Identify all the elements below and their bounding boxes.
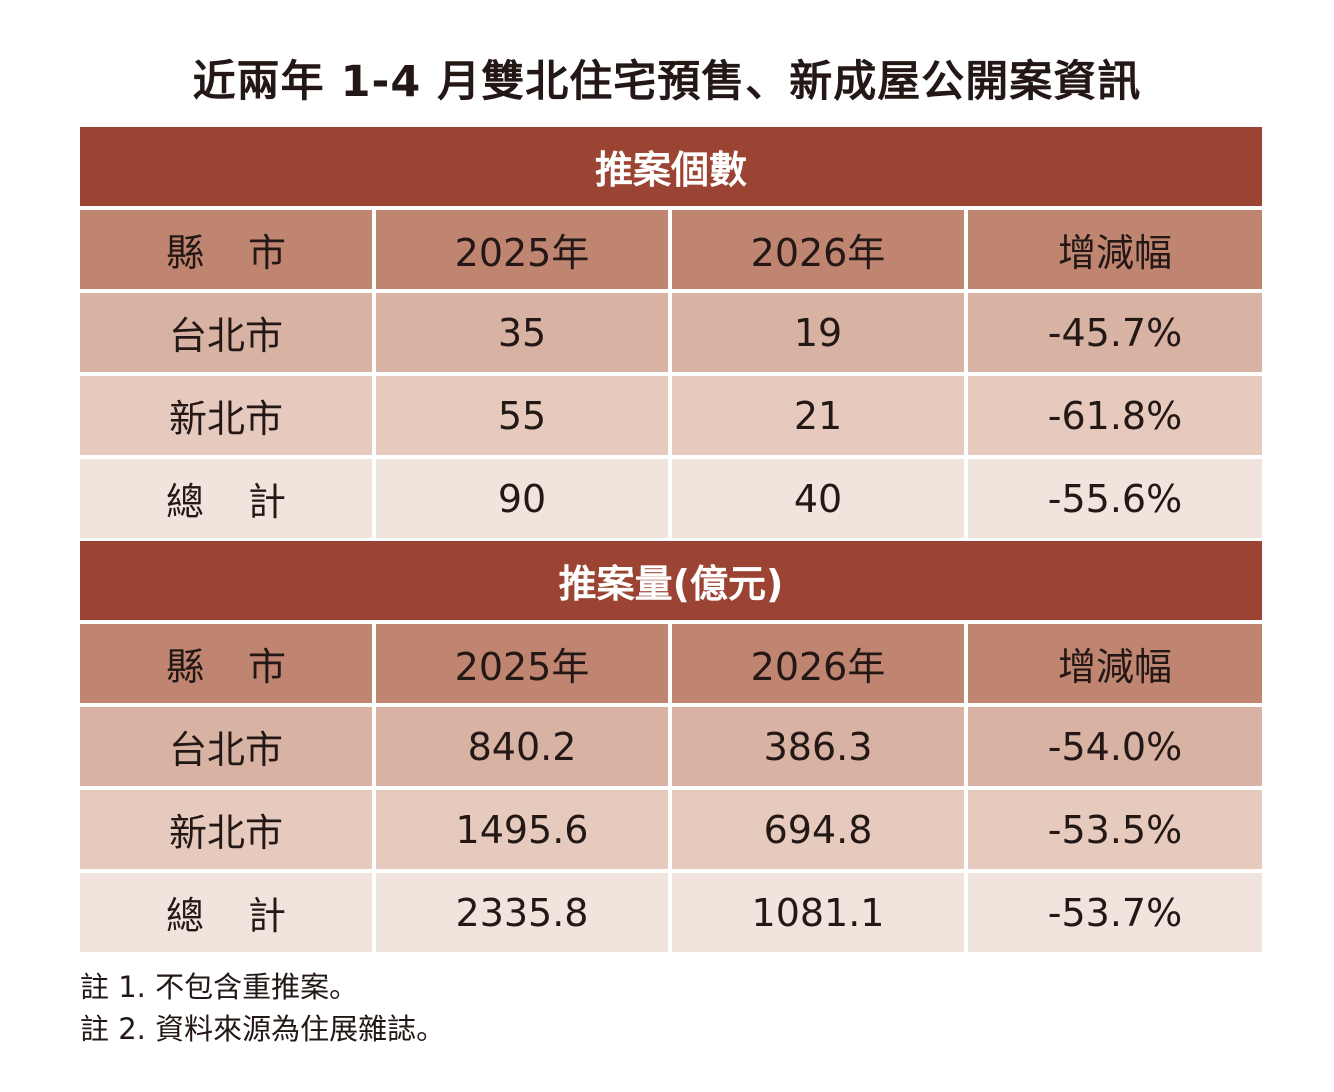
footnote: 註 2. 資料來源為住展雜誌。 <box>80 1012 446 1046</box>
row-label: 總計 <box>80 459 372 538</box>
column-header-city: 縣市 <box>80 624 372 703</box>
cell-2025: 840.2 <box>376 707 668 786</box>
row-label: 台北市 <box>80 293 372 372</box>
project-volume-table: 推案量(億元) 縣市 2025年 2026年 增減幅 台北市 840.2 386… <box>80 541 1262 952</box>
section-header: 推案個數 <box>80 127 1262 206</box>
footnote: 註 1. 不包含重推案。 <box>80 970 359 1004</box>
cell-change: -61.8% <box>968 376 1262 455</box>
column-header-row: 縣市 2025年 2026年 增減幅 <box>80 210 1262 289</box>
column-header-2025: 2025年 <box>376 210 668 289</box>
cell-2026: 19 <box>672 293 964 372</box>
column-header-city: 縣市 <box>80 210 372 289</box>
table-row: 新北市 1495.6 694.8 -53.5% <box>80 790 1262 869</box>
column-header-change: 增減幅 <box>968 210 1262 289</box>
cell-2025: 35 <box>376 293 668 372</box>
column-header-2026: 2026年 <box>672 624 964 703</box>
row-label: 新北市 <box>80 376 372 455</box>
row-label: 新北市 <box>80 790 372 869</box>
cell-change: -55.6% <box>968 459 1262 538</box>
cell-2025: 90 <box>376 459 668 538</box>
column-header-change: 增減幅 <box>968 624 1262 703</box>
project-count-table: 推案個數 縣市 2025年 2026年 增減幅 台北市 35 19 -45.7%… <box>80 127 1262 538</box>
cell-2026: 694.8 <box>672 790 964 869</box>
column-header-2025: 2025年 <box>376 624 668 703</box>
section-header: 推案量(億元) <box>80 541 1262 620</box>
cell-2026: 40 <box>672 459 964 538</box>
cell-2026: 1081.1 <box>672 873 964 952</box>
table-row-total: 總計 2335.8 1081.1 -53.7% <box>80 873 1262 952</box>
row-label: 台北市 <box>80 707 372 786</box>
cell-change: -54.0% <box>968 707 1262 786</box>
column-header-row: 縣市 2025年 2026年 增減幅 <box>80 624 1262 703</box>
table-row-total: 總計 90 40 -55.6% <box>80 459 1262 538</box>
column-header-2026: 2026年 <box>672 210 964 289</box>
page-title: 近兩年 1-4 月雙北住宅預售、新成屋公開案資訊 <box>192 57 1142 107</box>
cell-change: -45.7% <box>968 293 1262 372</box>
cell-2025: 55 <box>376 376 668 455</box>
table-row: 台北市 35 19 -45.7% <box>80 293 1262 372</box>
table-row: 新北市 55 21 -61.8% <box>80 376 1262 455</box>
cell-2025: 1495.6 <box>376 790 668 869</box>
cell-change: -53.5% <box>968 790 1262 869</box>
footnotes: 註 1. 不包含重推案。 註 2. 資料來源為住展雜誌。 <box>80 966 445 1050</box>
cell-2026: 386.3 <box>672 707 964 786</box>
table-row: 台北市 840.2 386.3 -54.0% <box>80 707 1262 786</box>
cell-2026: 21 <box>672 376 964 455</box>
cell-change: -53.7% <box>968 873 1262 952</box>
cell-2025: 2335.8 <box>376 873 668 952</box>
row-label: 總計 <box>80 873 372 952</box>
